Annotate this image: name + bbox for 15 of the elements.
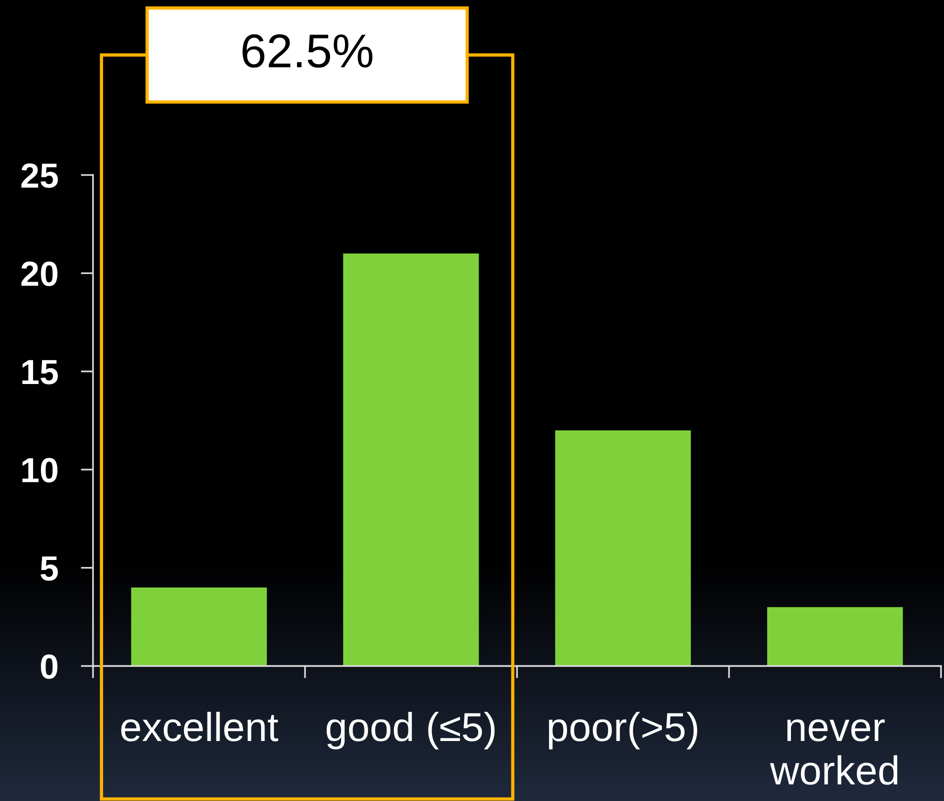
x-tick-label: poor(>5) — [548, 712, 698, 750]
y-tick-label: 25 — [21, 163, 58, 188]
bar — [131, 587, 267, 666]
y-tick-label: 20 — [21, 262, 58, 286]
x-tick-label: excellent — [121, 712, 278, 742]
x-tick-label: good (≤5) — [326, 712, 495, 750]
bar — [767, 607, 903, 666]
y-tick-label: 5 — [40, 556, 58, 581]
x-tick-label: never worked — [770, 719, 898, 785]
bar — [343, 254, 479, 666]
text: 62.5% — [242, 34, 372, 68]
y-tick-label: 10 — [22, 458, 58, 483]
y-tick-label: 15 — [22, 360, 58, 384]
y-tick-label: 0 — [40, 654, 58, 679]
bar — [555, 430, 691, 666]
